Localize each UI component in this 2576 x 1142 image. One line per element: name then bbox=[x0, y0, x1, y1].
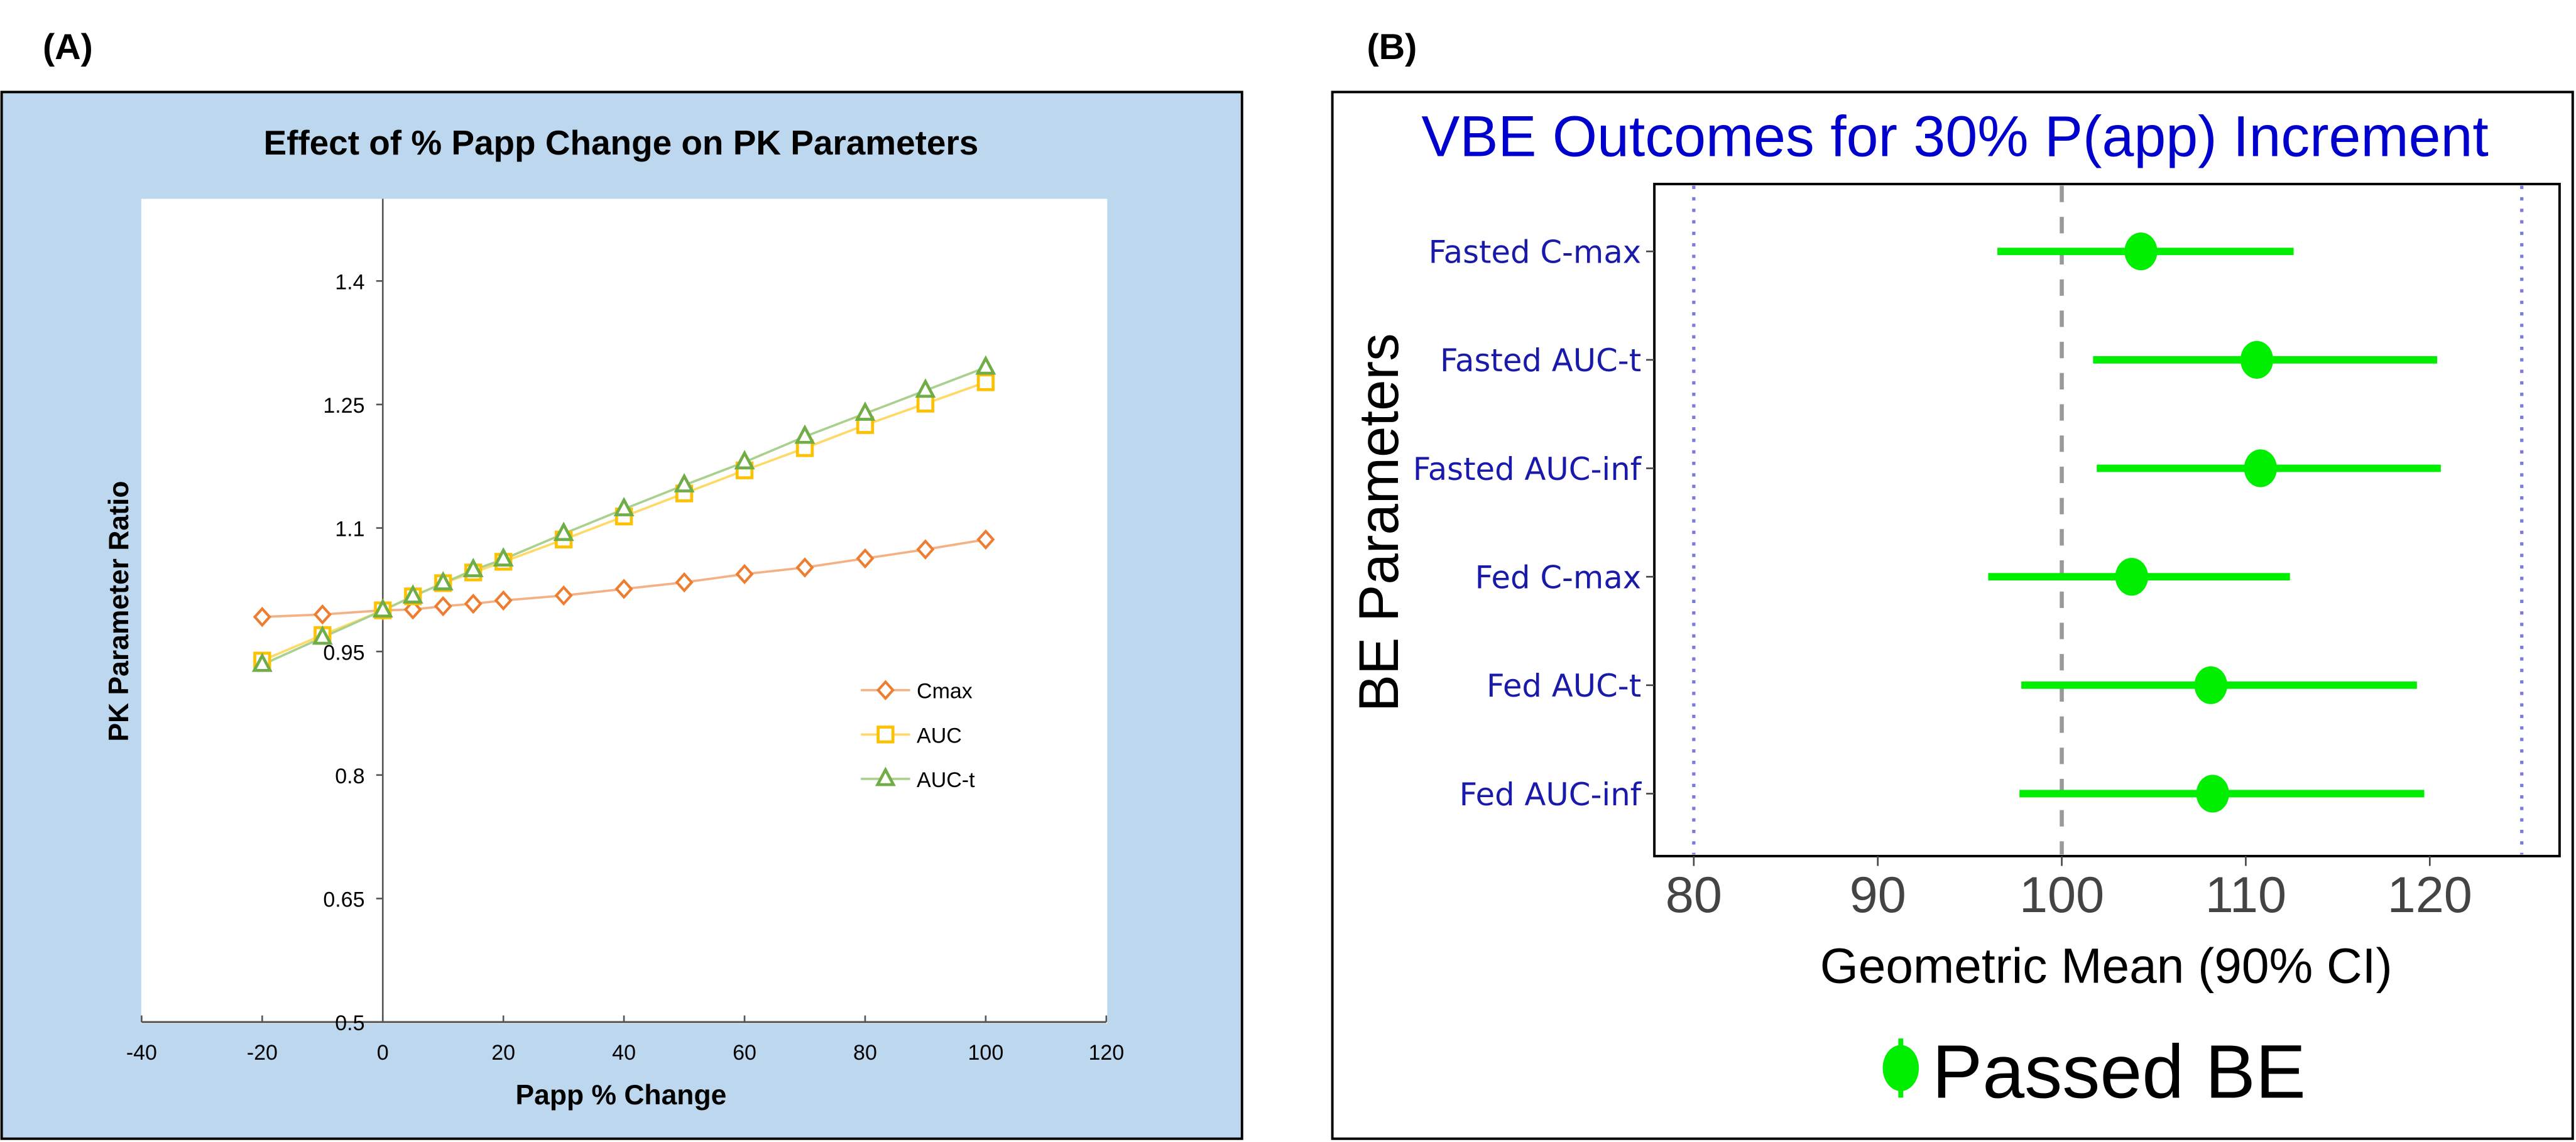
legend-label-auc: AUC bbox=[917, 724, 962, 748]
point-auc-t bbox=[462, 558, 484, 577]
point-auc-t bbox=[854, 401, 876, 421]
x-tick-label-a: 0 bbox=[377, 1041, 389, 1065]
x-tick-label-a: 60 bbox=[733, 1041, 756, 1065]
point-auc bbox=[976, 373, 995, 391]
legend-b-marker-dot bbox=[1882, 1045, 1919, 1091]
point-cmax bbox=[464, 593, 483, 614]
panel-a: Effect of % Papp Change on PK Parameters… bbox=[0, 90, 1243, 1140]
point-auc-t bbox=[553, 521, 574, 541]
point-cmax bbox=[916, 539, 935, 560]
markers-auc-t bbox=[251, 355, 996, 672]
legend-a: Cmax AUC AUC-t bbox=[861, 680, 975, 792]
point-auc-t bbox=[402, 584, 423, 604]
x-tick-label-a: -20 bbox=[247, 1041, 278, 1065]
point-cmax bbox=[614, 579, 633, 599]
y-tick-label-a: 0.8 bbox=[335, 764, 364, 788]
estimate-point bbox=[2194, 666, 2227, 704]
x-axis-label-a: Papp % Change bbox=[515, 1080, 726, 1111]
x-axis-label-b: Geometric Mean (90% CI) bbox=[1820, 938, 2393, 993]
category-label: Fasted AUC-inf bbox=[1413, 451, 1642, 487]
series-a bbox=[251, 355, 996, 672]
category-label: Fasted C-max bbox=[1429, 234, 1642, 271]
category-label: Fasted AUC-t bbox=[1440, 342, 1641, 379]
forest-plot-b: 80 90 100 110 120 Fasted C-max Fasted AUC-t Fas… bbox=[1413, 185, 2524, 923]
point-auc-t bbox=[251, 652, 273, 672]
x-tick-label-a: 120 bbox=[1088, 1041, 1124, 1065]
legend-label-auc-t: AUC-t bbox=[917, 768, 975, 792]
point-auc-t bbox=[794, 424, 816, 444]
x-tick-label-b: 90 bbox=[1850, 867, 1906, 923]
point-cmax bbox=[434, 595, 452, 617]
category-label: Fed AUC-t bbox=[1487, 668, 1641, 704]
y-tick-label-a: 1.1 bbox=[335, 518, 364, 541]
legend-marker-auc-t bbox=[875, 766, 896, 786]
x-tick-label-a: 100 bbox=[968, 1041, 1004, 1065]
chart-a-title: Effect of % Papp Change on PK Parameters bbox=[263, 123, 978, 162]
x-tick-label-b: 120 bbox=[2388, 867, 2472, 923]
point-auc-t bbox=[734, 450, 755, 470]
estimate-point bbox=[2115, 558, 2149, 596]
x-tick-label-a: 20 bbox=[491, 1041, 515, 1065]
panel-b-label: (B) bbox=[1367, 27, 1417, 67]
x-tick-label-a: -40 bbox=[126, 1041, 157, 1065]
point-cmax bbox=[976, 529, 995, 550]
point-cmax bbox=[675, 572, 694, 593]
point-auc-t bbox=[372, 598, 393, 618]
y-tick-label-a: 1.4 bbox=[335, 270, 364, 294]
point-auc-t bbox=[975, 355, 996, 375]
x-tick-label-b: 100 bbox=[2019, 867, 2104, 923]
plot-area-a bbox=[141, 198, 1108, 1024]
panel-a-label: (A) bbox=[43, 27, 93, 67]
point-auc-t bbox=[432, 570, 454, 590]
point-cmax bbox=[313, 604, 332, 625]
legend-b-label: Passed BE bbox=[1932, 1030, 2306, 1114]
legend-marker-auc bbox=[876, 726, 895, 744]
estimate-point bbox=[2196, 775, 2229, 813]
markers-cmax bbox=[253, 529, 995, 628]
point-cmax bbox=[735, 563, 754, 585]
plot-area-b bbox=[1653, 183, 2561, 857]
x-tick-label-b: 110 bbox=[2205, 867, 2286, 923]
y-axis-label-a: PK Parameter Ratio bbox=[104, 481, 134, 742]
point-cmax bbox=[554, 585, 573, 606]
y-tick-label-a: 0.65 bbox=[323, 888, 364, 911]
point-auc bbox=[916, 394, 935, 413]
panel-b: VBE Outcomes for 30% P(app) Increment 80… bbox=[1331, 90, 2574, 1140]
point-auc-t bbox=[674, 473, 695, 492]
legend-b: Passed BE bbox=[1882, 1030, 2306, 1114]
x-tick-label-a: 80 bbox=[853, 1041, 877, 1065]
point-auc-t bbox=[312, 625, 333, 645]
estimate-point bbox=[2240, 340, 2274, 379]
legend-marker-cmax bbox=[876, 680, 895, 700]
point-cmax bbox=[403, 599, 422, 620]
point-cmax bbox=[494, 590, 513, 611]
estimate-point bbox=[2124, 232, 2158, 271]
chart-b-title: VBE Outcomes for 30% P(app) Increment bbox=[1421, 104, 2489, 168]
y-tick-label-a: 1.25 bbox=[323, 394, 364, 418]
category-label: Fed AUC-inf bbox=[1460, 776, 1642, 813]
tick-labels-a: -40 -20 0 20 40 60 80 100 120 0.5 0.65 0.8 0.95 1.1 1.… bbox=[126, 270, 1124, 1065]
legend-label-cmax: Cmax bbox=[917, 680, 973, 704]
category-label: Fed C-max bbox=[1475, 559, 1642, 595]
point-auc-t bbox=[493, 547, 514, 567]
x-tick-label-a: 40 bbox=[612, 1041, 636, 1065]
point-cmax bbox=[856, 548, 875, 569]
y-tick-label-a: 0.5 bbox=[335, 1011, 364, 1035]
point-auc-t bbox=[915, 378, 936, 398]
point-auc-t bbox=[613, 497, 635, 516]
point-cmax bbox=[795, 557, 814, 578]
x-tick-label-b: 80 bbox=[1666, 867, 1722, 923]
point-cmax bbox=[253, 606, 271, 628]
y-axis-label-b: BE Parameters bbox=[1348, 333, 1410, 712]
y-tick-label-a: 0.95 bbox=[323, 641, 364, 665]
estimate-point bbox=[2244, 449, 2278, 487]
